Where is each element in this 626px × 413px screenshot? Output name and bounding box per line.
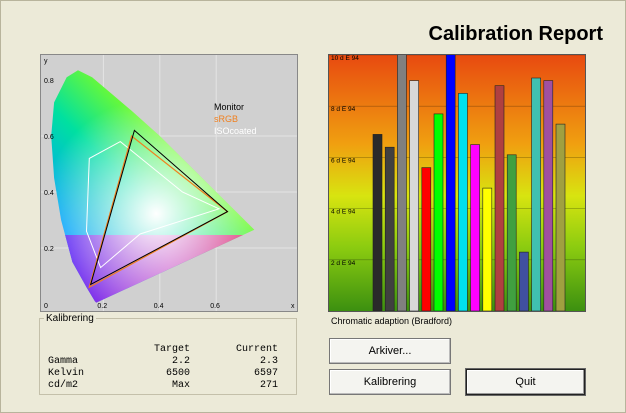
- bar: [384, 146, 395, 311]
- table-row-kelvin: Kelvin 6500 6597: [48, 368, 288, 380]
- calibration-table: Target Current Gamma 2.2 2.3 Kelvin 6500…: [48, 344, 288, 392]
- header-target: Target: [153, 344, 190, 355]
- calibration-group-legend: Kalibrering: [46, 313, 94, 324]
- bar-series: [372, 55, 566, 311]
- y-axis-label: y: [44, 58, 48, 65]
- x-tick-label: 0.4: [154, 303, 164, 310]
- bar: [445, 55, 456, 311]
- row-label: Kelvin: [48, 368, 85, 379]
- row-label: cd/m2: [48, 380, 79, 391]
- x-tick-label: 0.2: [97, 303, 107, 310]
- bar: [482, 187, 493, 311]
- legend-entry: sRGB: [214, 114, 238, 124]
- bar: [397, 55, 407, 311]
- x-tick-label: 0: [44, 303, 48, 310]
- delta-e-chart-svg: 2 d E 94 4 d E 94 6 d E 94 8 d E 94 10 d E 9…: [329, 55, 585, 311]
- target-value: 2.2: [171, 356, 190, 367]
- y-tick-label: 0.4: [44, 190, 54, 197]
- y-tick-label: 0.6: [44, 134, 54, 141]
- bar: [555, 123, 566, 311]
- isocoated-gamut: [85, 141, 221, 269]
- x-tick-label: x: [291, 303, 295, 310]
- calibration-group: Kalibrering Target Current Gamma 2.2 2.3…: [39, 313, 297, 395]
- y-tick-label: 4 d E 94: [331, 209, 356, 216]
- bar: [372, 134, 383, 311]
- current-value: 6597: [253, 368, 278, 379]
- quit-button[interactable]: Quit: [466, 369, 585, 395]
- bar-tick-labels: 2 d E 94 4 d E 94 6 d E 94 8 d E 94 10 d E 9…: [331, 55, 359, 267]
- bar: [409, 80, 419, 311]
- bar: [543, 80, 554, 311]
- bar-gridlines: [329, 55, 585, 261]
- y-tick-label: 2 d E 94: [331, 260, 356, 267]
- gamut-triangles: [85, 129, 229, 289]
- current-value: 271: [259, 380, 278, 391]
- legend-entry: Monitor: [214, 102, 244, 112]
- y-tick-label: 6 d E 94: [331, 157, 356, 164]
- y-tick-label: 0.2: [44, 246, 54, 253]
- x-tick-label: 0.6: [210, 303, 220, 310]
- calibrate-button[interactable]: Kalibrering: [329, 369, 451, 395]
- y-tick-label: 0.8: [44, 78, 54, 85]
- cie-diagram: 0 0.2 0.4 0.6 x 0.2 0.4 0.6 0.8 y Monitor sRGB ISOc…: [41, 55, 297, 311]
- page-title: Calibration Report: [428, 23, 603, 45]
- bar: [421, 167, 432, 311]
- row-label: Gamma: [48, 356, 79, 367]
- table-header-row: Target Current: [48, 344, 288, 356]
- table-row-gamma: Gamma 2.2 2.3: [48, 356, 288, 368]
- bar: [433, 113, 444, 311]
- target-value: 6500: [165, 368, 190, 379]
- bar: [506, 154, 517, 311]
- spectral-locus-fill: [51, 70, 255, 303]
- archive-button[interactable]: Arkiver...: [329, 338, 451, 364]
- chart-background: [329, 55, 585, 311]
- cie-chromaticity-chart: 0 0.2 0.4 0.6 x 0.2 0.4 0.6 0.8 y Monitor sRGB ISOc…: [40, 54, 298, 312]
- monitor-gamut: [89, 129, 229, 286]
- bar: [519, 251, 529, 311]
- bar: [470, 144, 480, 311]
- bar: [494, 85, 505, 311]
- chart-caption: Chromatic adaption (Bradford): [331, 316, 453, 326]
- table-row-luminance: cd/m2 Max 271: [48, 380, 288, 392]
- cie-axis-ticks: 0 0.2 0.4 0.6 x 0.2 0.4 0.6 0.8 y: [44, 58, 295, 310]
- bar: [531, 77, 541, 311]
- y-tick-label: 10 d E 94: [331, 55, 359, 62]
- srgb-gamut: [88, 134, 229, 289]
- y-tick-label: 8 d E 94: [331, 106, 356, 113]
- header-current: Current: [235, 344, 278, 355]
- target-value: Max: [171, 380, 190, 391]
- cie-legend: Monitor sRGB ISOcoated: [214, 102, 257, 136]
- delta-e-bar-chart: 2 d E 94 4 d E 94 6 d E 94 8 d E 94 10 d E 9…: [328, 54, 586, 312]
- current-value: 2.3: [259, 356, 278, 367]
- legend-entry: ISOcoated: [214, 126, 257, 136]
- bar: [458, 93, 468, 311]
